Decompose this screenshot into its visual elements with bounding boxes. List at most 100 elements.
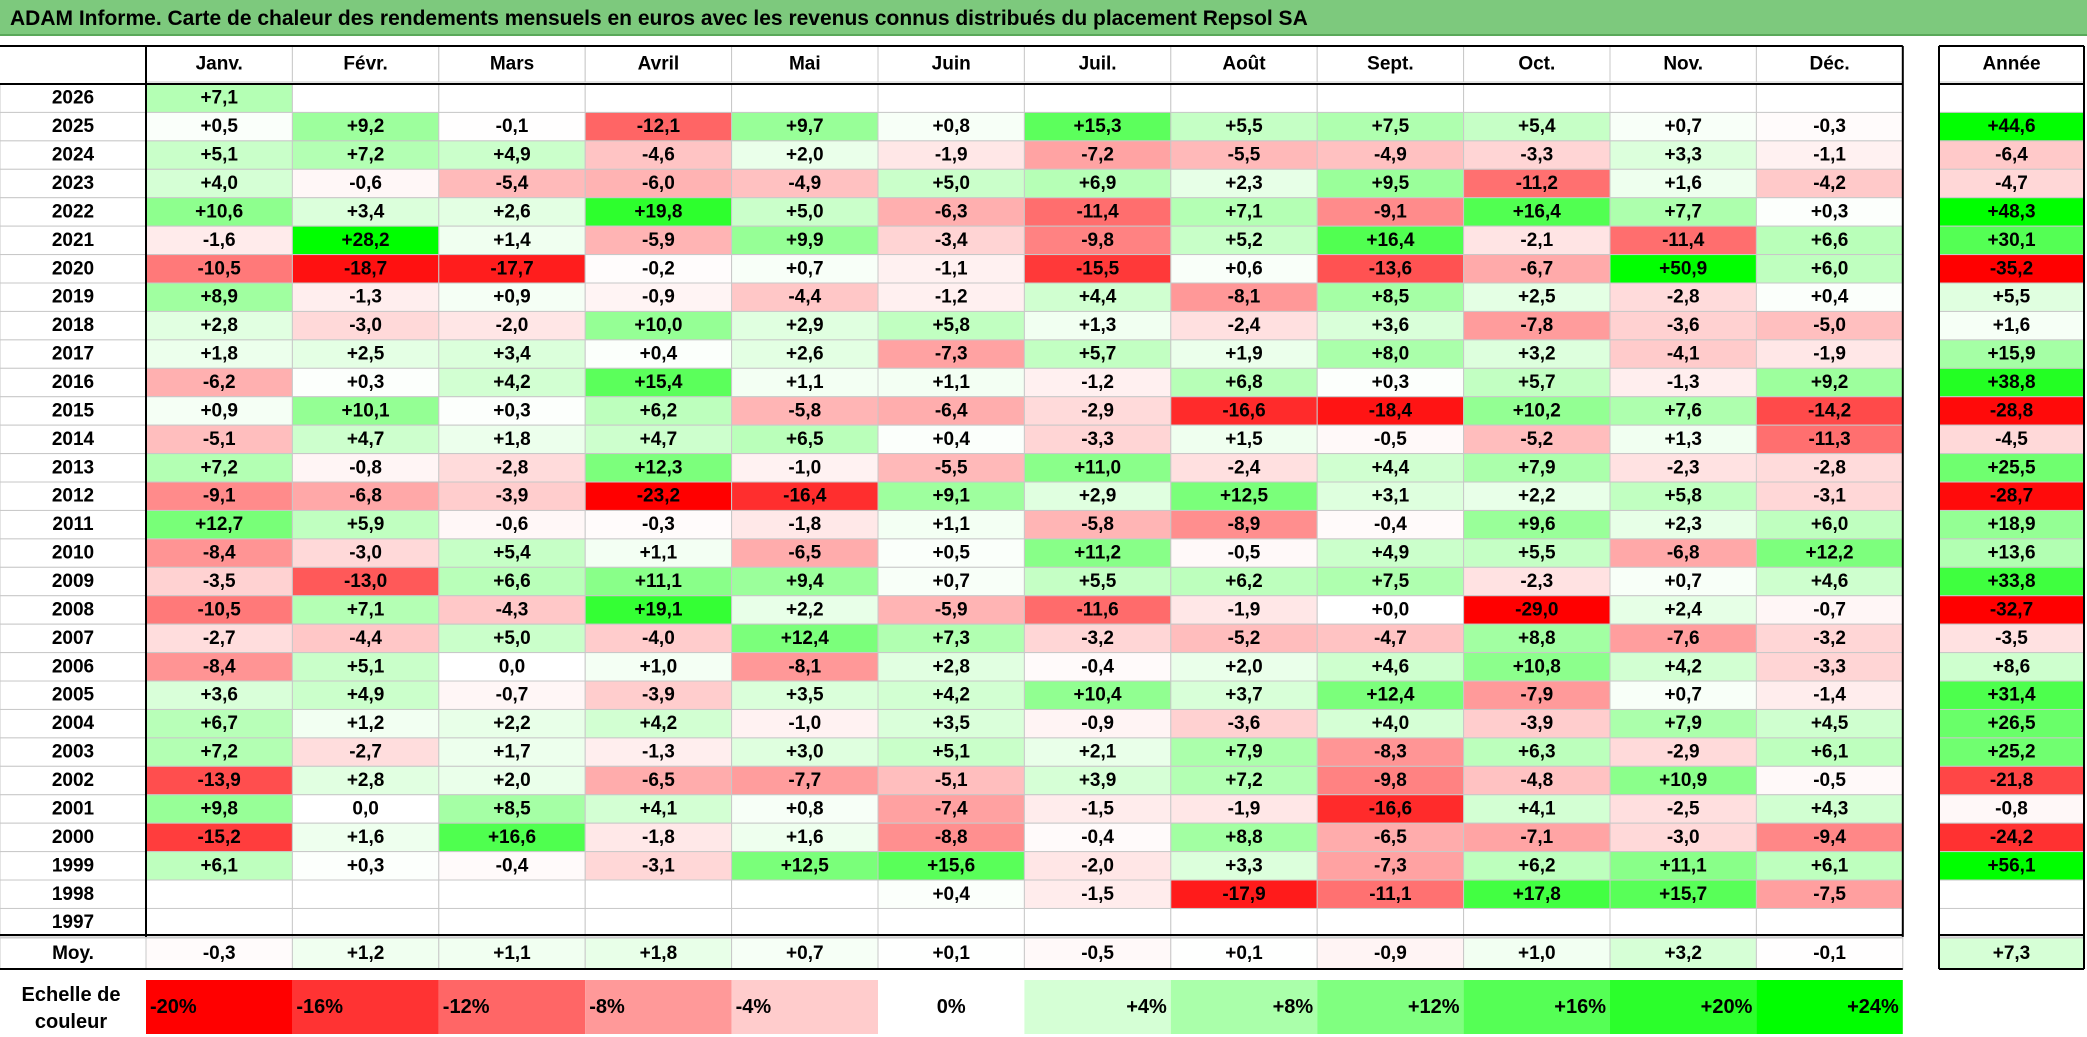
average-cell <box>1609 937 1757 970</box>
heatmap-cell <box>877 509 1025 540</box>
cell-value: +12,3 <box>634 457 682 478</box>
year-label: 2001 <box>52 798 95 819</box>
scale-swatch-label: -16% <box>296 996 343 1018</box>
cell-value: -0,8 <box>349 457 382 478</box>
annual-cell <box>1938 595 2085 625</box>
cell-value: +10,2 <box>1513 400 1561 421</box>
cell-value: +12,4 <box>781 628 830 649</box>
cell-value: +1,6 <box>1664 173 1702 194</box>
cell-value: -6,0 <box>642 173 675 194</box>
cell-value: +7,6 <box>1664 400 1702 421</box>
cell-value: +5,7 <box>1079 344 1117 365</box>
cell-value: -1,8 <box>642 827 675 848</box>
heatmap-cell <box>1316 83 1465 113</box>
cell-value: -1,9 <box>1228 798 1261 819</box>
cell-value: +6,9 <box>1079 173 1117 194</box>
average-value: -0,9 <box>1374 943 1407 964</box>
cell-value: +11,1 <box>1660 855 1707 876</box>
cell-value: +7,1 <box>200 88 238 109</box>
heatmap-cell <box>438 708 586 739</box>
year-label: 2013 <box>52 457 94 478</box>
cell-value: +9,8 <box>200 798 238 819</box>
cell-value: +5,5 <box>1079 571 1117 592</box>
annual-value: +5,5 <box>1993 287 2031 308</box>
heatmap-cell <box>584 907 733 938</box>
heatmap-cell <box>1609 197 1757 227</box>
heatmap-cell <box>877 907 1025 938</box>
cell-value: -4,9 <box>788 173 821 194</box>
year-label: 2007 <box>52 628 94 649</box>
cell-value: +3,5 <box>932 713 970 734</box>
heatmap-cell <box>1609 453 1757 483</box>
heatmap-cell <box>1755 424 1904 455</box>
cell-value: +6,5 <box>786 429 824 450</box>
cell-value: +6,8 <box>1225 372 1263 393</box>
cell-value: -5,9 <box>642 230 675 251</box>
heatmap-cell <box>1755 111 1904 142</box>
heatmap-cell <box>145 509 293 540</box>
year-label: 2023 <box>52 173 94 194</box>
average-value: +1,8 <box>640 943 678 964</box>
cell-value: -2,8 <box>1813 457 1846 478</box>
cell-value: +2,8 <box>200 315 238 336</box>
cell-value: -4,6 <box>642 145 675 166</box>
annual-cell <box>1938 282 2085 312</box>
month-header-cell <box>1316 45 1465 83</box>
heatmap-cell <box>1023 794 1172 824</box>
annual-value: -21,8 <box>1990 770 2033 791</box>
heatmap-cell <box>584 225 733 256</box>
heatmap-cell <box>1316 453 1465 483</box>
heatmap-cell <box>1755 254 1904 284</box>
cell-value: -1,2 <box>1081 372 1114 393</box>
heatmap-cell <box>1170 794 1318 824</box>
cell-value: +1,8 <box>493 429 531 450</box>
heatmap-cell <box>731 595 879 625</box>
scale-swatch <box>146 980 293 1034</box>
heatmap-cell <box>1609 168 1757 199</box>
cell-value: -2,3 <box>1667 457 1700 478</box>
heatmap-cell <box>1609 737 1757 767</box>
heatmap-cell <box>584 652 733 682</box>
cell-value: +7,9 <box>1225 742 1263 763</box>
heatmap-cell <box>145 623 293 654</box>
heatmap-cell <box>1170 538 1318 568</box>
heatmap-cell <box>1609 367 1757 398</box>
annual-value: +25,5 <box>1987 457 2036 478</box>
heatmap-cell <box>584 424 733 455</box>
heatmap-cell <box>1316 197 1465 227</box>
cell-value: +2,8 <box>347 770 385 791</box>
annual-cell <box>1938 907 2085 938</box>
cell-value: 0,0 <box>352 798 378 819</box>
cell-value: -23,2 <box>637 486 680 507</box>
month-header-label: Juil. <box>1079 54 1117 75</box>
cell-value: -0,3 <box>642 514 675 535</box>
heatmap-cell <box>1463 879 1611 909</box>
cell-value: +1,9 <box>1225 344 1263 365</box>
heatmap-cell <box>438 652 586 682</box>
annual-value: +48,3 <box>1987 201 2035 222</box>
cell-value: -17,7 <box>490 258 533 279</box>
cell-value: +17,8 <box>1513 884 1561 905</box>
cell-value: +3,7 <box>1225 685 1263 706</box>
cell-value: -5,8 <box>788 400 821 421</box>
cell-value: -2,1 <box>1520 230 1553 251</box>
cell-value: +1,0 <box>640 656 678 677</box>
annual-value: -28,7 <box>1990 486 2033 507</box>
heatmap-cell <box>291 453 440 483</box>
heatmap-cell <box>438 254 586 284</box>
heatmap-cell <box>1463 168 1611 199</box>
cell-value: +2,1 <box>1079 742 1117 763</box>
cell-value: +4,7 <box>347 429 385 450</box>
heatmap-cell <box>1170 481 1318 511</box>
heatmap-cell <box>291 197 440 227</box>
annual-cell <box>1938 83 2085 113</box>
cell-value: -6,8 <box>349 486 382 507</box>
cell-value: +6,2 <box>1225 571 1263 592</box>
cell-value: +3,6 <box>1372 315 1410 336</box>
cell-value: +5,9 <box>347 514 385 535</box>
heatmap-cell <box>1609 254 1757 284</box>
cell-value: +10,1 <box>342 400 391 421</box>
cell-value: +4,2 <box>493 372 531 393</box>
heatmap-cell <box>438 282 586 312</box>
month-header-label: Mars <box>490 54 534 75</box>
